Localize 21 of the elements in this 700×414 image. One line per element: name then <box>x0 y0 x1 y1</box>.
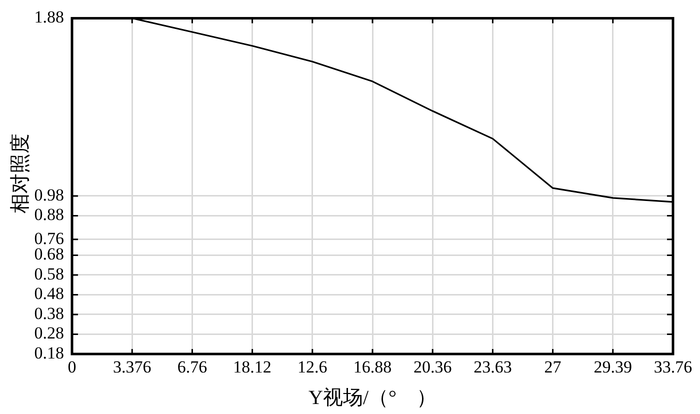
y-tick-label: 0.48 <box>34 284 64 304</box>
y-tick-label: 0.38 <box>34 304 64 323</box>
y-tick-label: 0.58 <box>34 264 64 284</box>
y-tick-label: 0.88 <box>34 205 64 224</box>
x-tick-label: 12.6 <box>298 358 328 377</box>
y-tick-label: 0.28 <box>34 324 64 343</box>
x-tick-label: 6.76 <box>177 358 208 377</box>
y-tick-label: 0.18 <box>34 343 64 362</box>
x-tick-label: 20.36 <box>413 358 452 377</box>
y-tick-label: 1.88 <box>34 8 64 27</box>
x-tick-label: 33.76 <box>654 358 692 377</box>
y-axis-title: 相对照度 <box>8 132 32 216</box>
y-tick-label: 0.98 <box>34 185 64 204</box>
x-tick-label: 0 <box>68 358 76 377</box>
x-tick-label: 3.376 <box>112 358 152 377</box>
x-tick-label: 27 <box>544 358 562 377</box>
x-tick-label: 18.12 <box>233 358 272 377</box>
x-axis-title: Y视场/（° ） <box>308 386 438 411</box>
x-tick-label: 16.88 <box>353 358 392 377</box>
x-tick-label: 23.63 <box>474 358 512 377</box>
x-tick-label: 29.39 <box>594 358 632 377</box>
